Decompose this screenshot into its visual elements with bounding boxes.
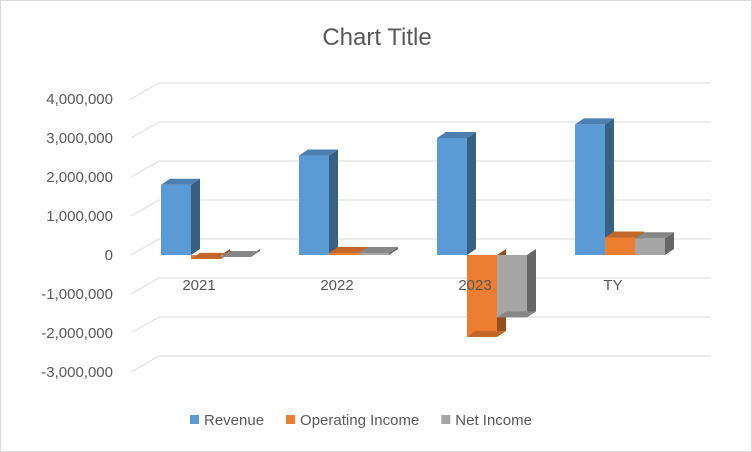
y-tick-label: -3,000,000 bbox=[41, 364, 113, 381]
gridline bbox=[130, 160, 711, 178]
bar bbox=[635, 232, 674, 255]
bar-side bbox=[665, 232, 674, 255]
bar-side bbox=[467, 132, 476, 255]
bar-front bbox=[575, 124, 605, 255]
bar-cap bbox=[467, 330, 506, 337]
gridlines bbox=[130, 82, 711, 373]
y-tick-label: -1,000,000 bbox=[41, 286, 113, 303]
bar-front bbox=[161, 184, 191, 255]
gridline bbox=[130, 277, 711, 295]
bar-front bbox=[635, 238, 665, 255]
y-tick-label: 3,000,000 bbox=[46, 130, 113, 147]
legend-swatch bbox=[190, 415, 199, 424]
legend-label: Net Income bbox=[455, 412, 532, 429]
y-tick-label: 1,000,000 bbox=[46, 208, 113, 225]
bar-front bbox=[329, 253, 359, 255]
legend-item: Revenue bbox=[190, 412, 264, 429]
bar-front bbox=[467, 255, 497, 337]
legend-swatch bbox=[286, 415, 296, 424]
bar-cap bbox=[299, 149, 338, 156]
gridline bbox=[130, 355, 711, 373]
gridline bbox=[130, 238, 711, 256]
bar bbox=[161, 178, 200, 255]
gridline bbox=[130, 316, 711, 334]
bar-side bbox=[389, 247, 398, 255]
legend-label: Operating Income bbox=[300, 412, 419, 429]
chart-title: Chart Title bbox=[322, 24, 431, 51]
x-tick-label: 2021 bbox=[182, 277, 215, 294]
bar-side bbox=[605, 118, 614, 255]
bar-front bbox=[299, 155, 329, 255]
y-tick-label: 0 bbox=[105, 247, 113, 264]
x-tick-label: TY bbox=[603, 277, 622, 294]
bar-front bbox=[497, 255, 527, 318]
bar-cap bbox=[161, 178, 200, 185]
bar-cap bbox=[437, 132, 476, 138]
legend-swatch bbox=[441, 415, 451, 424]
bar bbox=[497, 249, 536, 318]
bar-side bbox=[329, 149, 338, 255]
x-axis-ticks: 2021 2022 2023 TY bbox=[182, 277, 622, 294]
gridline bbox=[130, 82, 711, 100]
bar-cap bbox=[221, 250, 260, 257]
y-axis-ticks: 4,000,000 3,000,000 2,000,000 1,000,000 0 -1,… bbox=[41, 91, 113, 381]
bar-side bbox=[527, 249, 536, 318]
bars bbox=[161, 118, 674, 337]
bar bbox=[299, 149, 338, 255]
legend-item: Operating Income bbox=[286, 412, 419, 429]
bar-cap bbox=[497, 311, 536, 318]
bar-cap bbox=[575, 118, 614, 125]
bar bbox=[437, 132, 476, 255]
x-tick-label: 2022 bbox=[320, 277, 353, 294]
bar bbox=[575, 118, 614, 255]
bar-front bbox=[605, 237, 635, 255]
legend: Revenue Operating Income Net Income bbox=[190, 412, 532, 429]
bar-side bbox=[191, 178, 200, 255]
gridline bbox=[130, 121, 711, 139]
bar-cap bbox=[635, 232, 674, 239]
bar-cap bbox=[359, 247, 398, 254]
bar-front bbox=[437, 138, 467, 255]
bar bbox=[359, 247, 398, 255]
y-tick-label: 2,000,000 bbox=[46, 169, 113, 186]
x-tick-label: 2023 bbox=[458, 277, 491, 294]
legend-item: Net Income bbox=[441, 412, 532, 429]
y-tick-label: 4,000,000 bbox=[46, 91, 113, 108]
y-tick-label: -2,000,000 bbox=[41, 325, 113, 342]
bar-cap bbox=[191, 252, 230, 259]
bar-cap bbox=[329, 247, 368, 254]
bar-cap bbox=[605, 231, 644, 238]
legend-label: Revenue bbox=[204, 412, 264, 429]
bar-front bbox=[359, 253, 389, 255]
bar bbox=[221, 249, 260, 257]
gridline bbox=[130, 199, 711, 217]
